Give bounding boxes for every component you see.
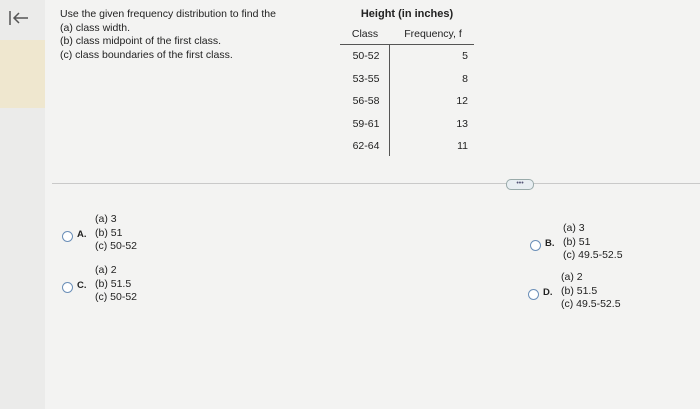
table-cell: 59-61 xyxy=(352,117,380,130)
table-cell: 8 xyxy=(462,72,468,85)
table-header: Frequency, f xyxy=(404,28,462,40)
back-button[interactable] xyxy=(8,9,30,27)
option-line[interactable]: (c) 49.5-52.5 xyxy=(563,249,623,261)
table-cell: 62-64 xyxy=(352,140,380,152)
sidebar-highlight xyxy=(0,40,45,108)
more-button[interactable]: ••• xyxy=(506,179,534,190)
option-line[interactable]: (a) 3 xyxy=(95,213,117,225)
option-line[interactable]: (c) 49.5-52.5 xyxy=(561,298,621,310)
table-cell: 56-58 xyxy=(352,95,380,107)
option-line[interactable]: (b) 51.5 xyxy=(561,284,598,297)
option-line[interactable]: (b) 51.5 xyxy=(95,277,132,290)
option-letter[interactable]: B. xyxy=(545,238,555,249)
option-letter[interactable]: D. xyxy=(543,287,553,298)
option-letter[interactable]: A. xyxy=(77,229,87,240)
question-line: (a) class width. xyxy=(60,21,131,34)
table-cell: 12 xyxy=(456,95,468,107)
header-rule xyxy=(340,44,474,45)
option-line[interactable]: (b) 51 xyxy=(563,235,591,248)
radio-button[interactable] xyxy=(530,240,541,251)
table-cell: 50-52 xyxy=(352,50,380,62)
table-cell: 5 xyxy=(462,50,468,62)
table-header: Class xyxy=(351,28,379,40)
option-line[interactable]: (c) 50-52 xyxy=(95,240,138,252)
option-line[interactable]: (a) 2 xyxy=(95,264,117,276)
table-cell: 11 xyxy=(457,140,468,152)
radio-button[interactable] xyxy=(528,289,539,300)
radio-button[interactable] xyxy=(62,282,73,293)
option-line[interactable]: (a) 2 xyxy=(561,271,583,283)
option-letter[interactable]: C. xyxy=(77,280,87,291)
divider xyxy=(52,183,700,184)
option-line[interactable]: (a) 3 xyxy=(563,222,585,234)
radio-button[interactable] xyxy=(62,231,73,242)
option-line[interactable]: (b) 51 xyxy=(95,226,123,239)
table-cell: 53-55 xyxy=(352,72,380,85)
table-cell: 13 xyxy=(456,117,468,130)
question-line: Use the given frequency distribution to … xyxy=(60,8,276,20)
table-title: Height (in inches) xyxy=(360,8,454,20)
option-line[interactable]: (c) 50-52 xyxy=(95,291,138,303)
column-rule xyxy=(389,44,390,156)
question-line: (b) class midpoint of the first class. xyxy=(60,35,222,47)
question-line: (c) class boundaries of the first class. xyxy=(60,48,233,61)
